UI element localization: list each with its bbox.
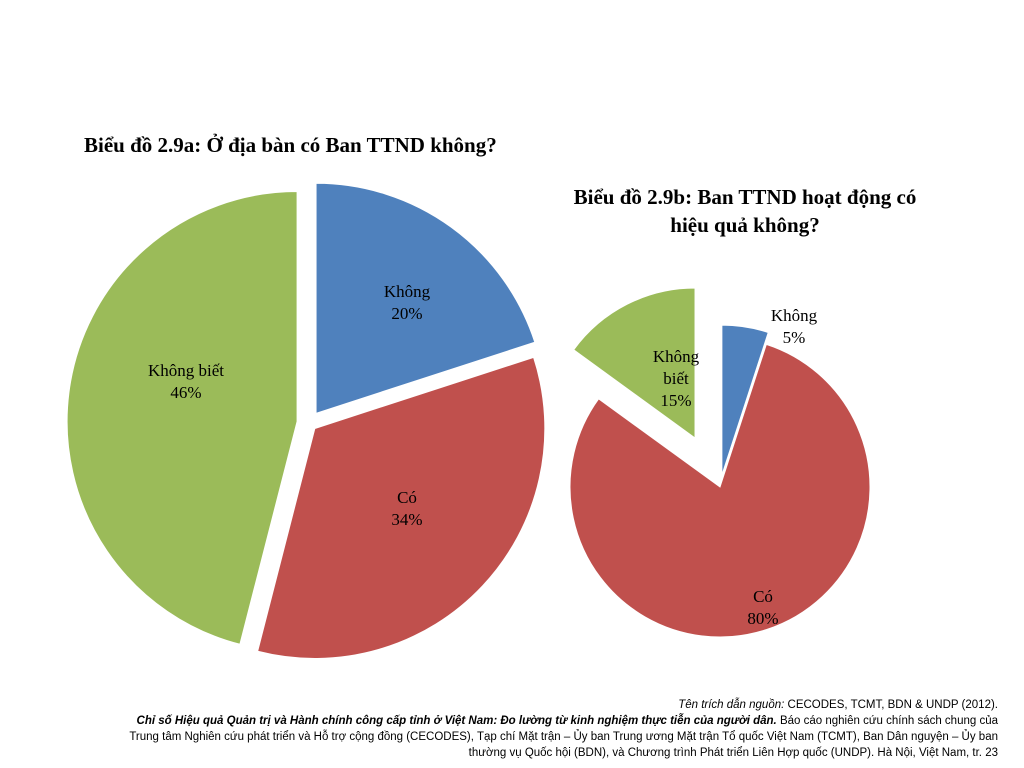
pie-slice-có [569, 343, 871, 638]
pie-chart-a: Không 20% Có 34% Không biết 46% [66, 182, 546, 659]
source-line3: Trung tâm Nghiên cứu phát triển và Hỗ tr… [129, 731, 998, 743]
chart-b-title-line2: hiệu quả không? [670, 213, 820, 237]
pie-slice-không [721, 324, 769, 476]
chart-b-title: Biểu đồ 2.9b: Ban TTND hoạt động có hiệu… [540, 183, 950, 239]
source-report-title: Chỉ số Hiệu quả Quản trị và Hành chính c… [136, 715, 777, 727]
slice-label: Không biết 46% [148, 361, 224, 402]
slice-label: Không 20% [384, 282, 431, 323]
slice-label: Có 34% [391, 488, 422, 529]
slice-label: Có 80% [747, 587, 778, 628]
pie-slice-không-biết [572, 287, 696, 439]
pie-slice-không [315, 182, 536, 414]
source-prefix: Tên trích dẫn nguồn: [678, 699, 785, 711]
slice-label: Không 5% [771, 306, 818, 347]
pie-charts: Không 20%Có 34%Không biết 46% Không 5%Có 80%K… [66, 182, 871, 659]
source-line-1: Tên trích dẫn nguồn: CECODES, TCMT, BDN … [18, 697, 998, 713]
chart-a-title: Biểu đồ 2.9a: Ở địa bàn có Ban TTND khôn… [84, 133, 497, 157]
source-line4: thường vụ Quốc hội (BDN), và Chương trìn… [468, 747, 998, 759]
source-line2-rest: Báo cáo nghiên cứu chính sách chung của [779, 715, 998, 727]
chart-b-title-line1: Biểu đồ 2.9b: Ban TTND hoạt động có [573, 185, 917, 209]
slice-label: Không biết 15% [653, 347, 700, 410]
source-body: Chỉ số Hiệu quả Quản trị và Hành chính c… [18, 713, 998, 761]
pie-slice-có [257, 356, 546, 659]
pie-chart-b: Không 5% Có 80% Không biết 15% [569, 287, 871, 638]
pie-slice-không-biết [66, 190, 298, 645]
source-citation: CECODES, TCMT, BDN & UNDP (2012). [787, 699, 998, 711]
